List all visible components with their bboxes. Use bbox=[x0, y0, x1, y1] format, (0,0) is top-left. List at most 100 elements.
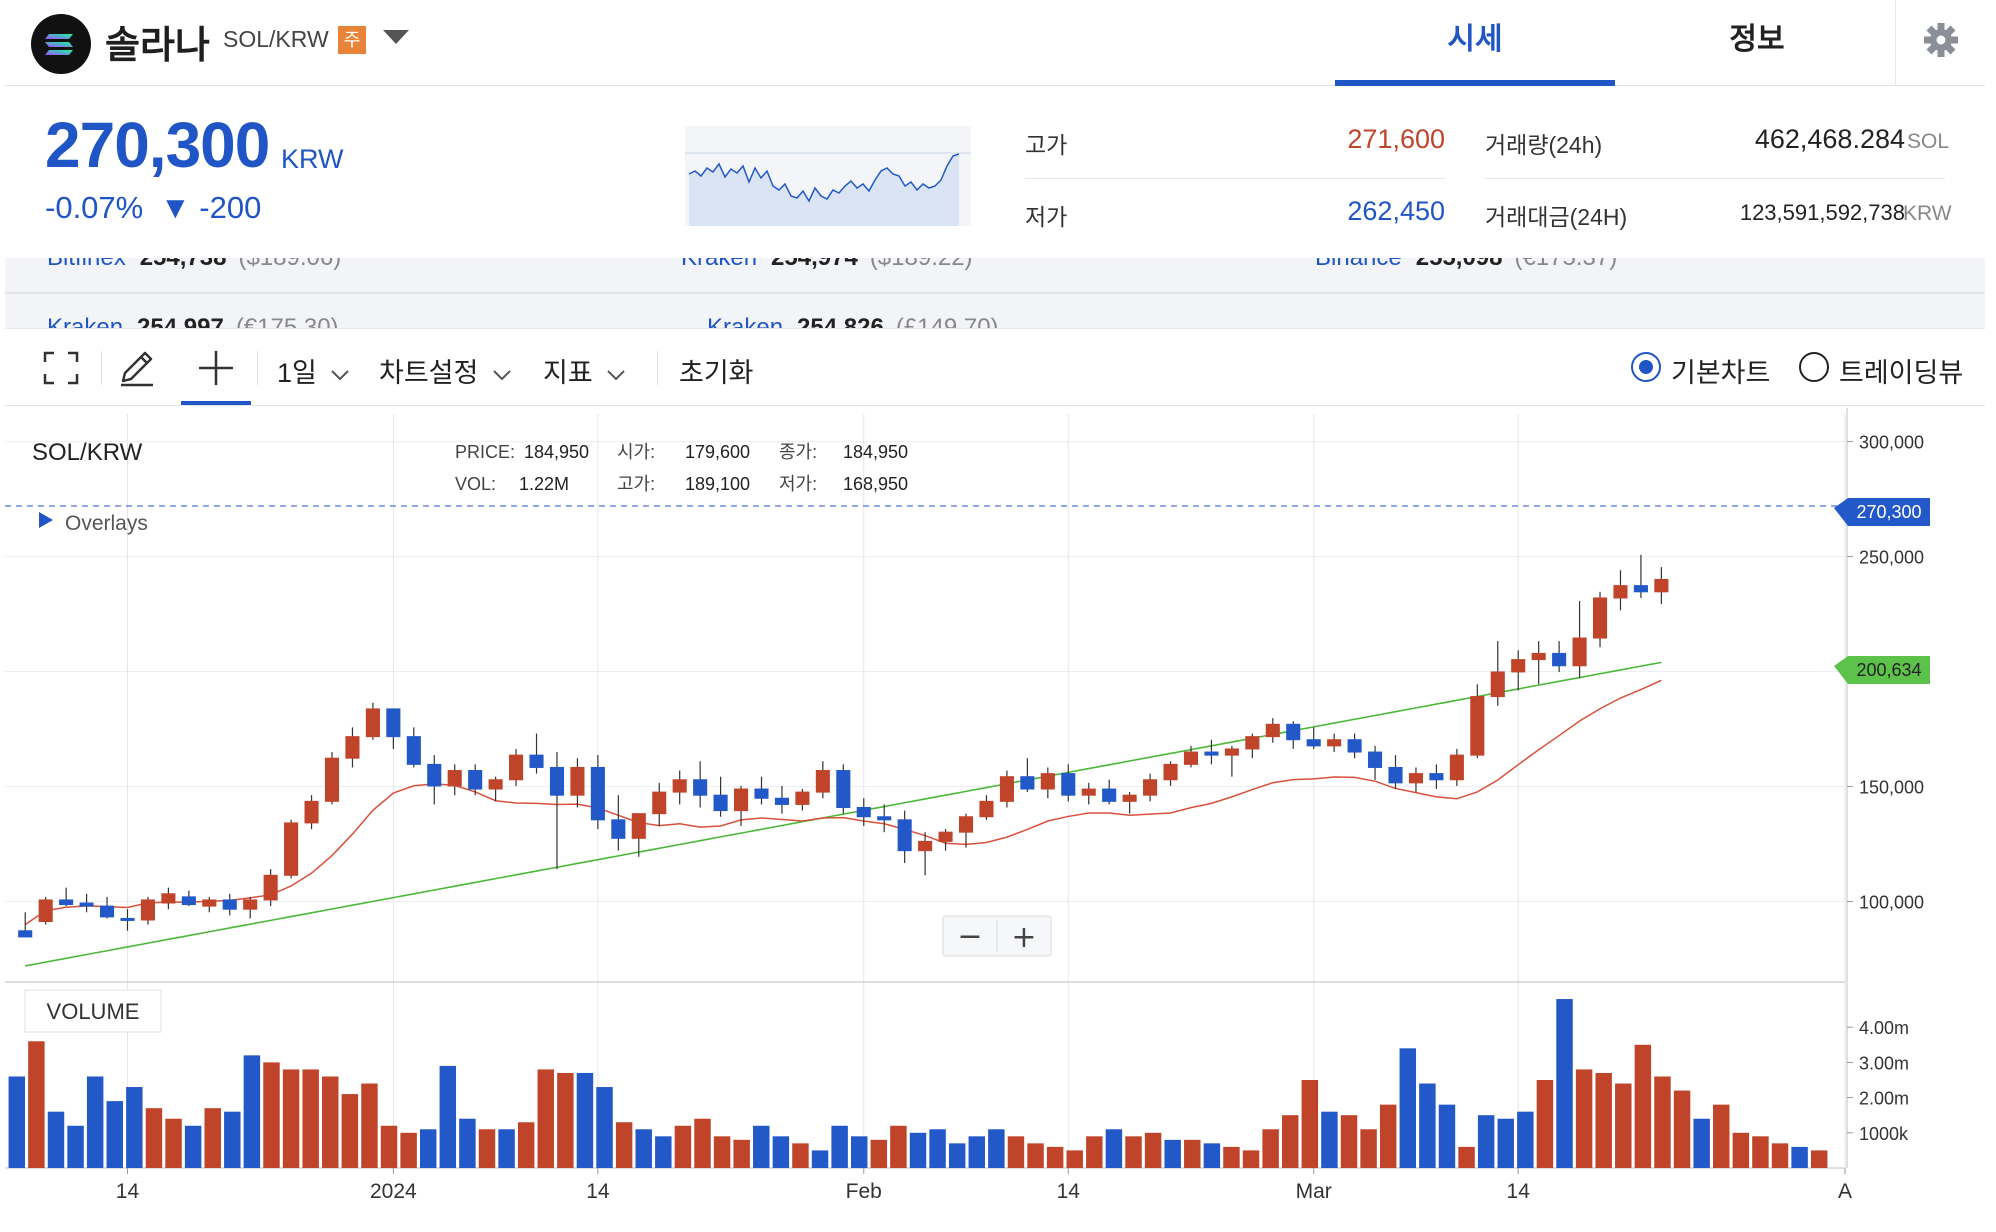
candlestick-chart[interactable]: 300,000 250,000 150,000 100,000 4.00m 3.00m 2.… bbox=[5, 408, 1985, 1232]
candle-body bbox=[1511, 659, 1526, 673]
chart-settings-menu[interactable]: 차트설정 bbox=[379, 351, 512, 390]
candle-body bbox=[1592, 597, 1608, 639]
ma-price-tag: 200,634 bbox=[1834, 656, 1930, 684]
price-tick-label: 300,000 bbox=[1859, 433, 1924, 453]
volume-bar bbox=[1693, 1118, 1710, 1168]
overlays-toggle[interactable]: Overlays bbox=[39, 512, 148, 535]
candle-body bbox=[1470, 696, 1485, 756]
candle-body bbox=[918, 840, 933, 852]
volume-bar bbox=[322, 1076, 339, 1168]
tab-info[interactable]: 정보 bbox=[1729, 23, 1785, 56]
basic-chart-radio[interactable] bbox=[1631, 352, 1661, 382]
volume-bar bbox=[86, 1076, 104, 1168]
play-icon bbox=[39, 512, 53, 528]
fullscreen-button[interactable] bbox=[33, 343, 89, 393]
volume-bar bbox=[1673, 1090, 1691, 1168]
change-rate: -0.07% bbox=[45, 190, 144, 225]
indicators-menu[interactable]: 지표 bbox=[543, 351, 626, 390]
draw-button[interactable] bbox=[109, 343, 165, 393]
time-tick-label: 14 bbox=[1057, 1180, 1081, 1203]
caution-badge: 주 bbox=[338, 26, 366, 54]
crosshair-button[interactable] bbox=[181, 343, 251, 405]
turnover-unit: KRW bbox=[1903, 202, 1952, 225]
overlays-label: Overlays bbox=[65, 512, 148, 535]
candle-body bbox=[713, 794, 728, 812]
ma-price-tag-bg bbox=[1834, 656, 1930, 684]
volume-bar bbox=[674, 1125, 692, 1168]
candle-body bbox=[345, 736, 360, 759]
ma-price-value: 200,634 bbox=[1856, 660, 1921, 680]
volume-bar bbox=[635, 1129, 652, 1168]
exchange-price-strip[interactable]: Bitfinex254,738($189.06) Kraken254,974($… bbox=[5, 258, 1985, 328]
volume-bar bbox=[361, 1083, 378, 1168]
crosshair-icon bbox=[199, 351, 233, 385]
volume-bar bbox=[909, 1132, 927, 1168]
candle-body bbox=[509, 754, 524, 781]
candle-body bbox=[693, 779, 708, 796]
tradingview-radio[interactable] bbox=[1799, 352, 1829, 382]
volume-tick-label: 3.00m bbox=[1859, 1053, 1909, 1073]
turnover-value: 123,591,592,738 bbox=[1739, 200, 1905, 225]
candle-body bbox=[1449, 754, 1464, 781]
candle-body bbox=[652, 791, 667, 815]
candle-body bbox=[754, 788, 769, 799]
volume-bar bbox=[106, 1101, 123, 1168]
volume-bar bbox=[1634, 1044, 1652, 1168]
volume-bar bbox=[968, 1136, 986, 1168]
volume-bar bbox=[850, 1136, 868, 1168]
volume-bar bbox=[1066, 1150, 1083, 1168]
volume-bars bbox=[8, 999, 1828, 1168]
price-chart[interactable]: 300,000 250,000 150,000 100,000 4.00m 3.00m 2.… bbox=[5, 408, 1985, 1232]
candle-body bbox=[1368, 751, 1383, 768]
volume-value: 462,468.284 bbox=[1754, 124, 1905, 154]
coin-name: 솔라나 bbox=[105, 25, 210, 67]
candle-body bbox=[1490, 671, 1505, 698]
exchange-item: Kraken 254,997 (€175.30) bbox=[47, 314, 339, 328]
settings-button[interactable] bbox=[1895, 0, 1985, 86]
zoom-controls: − + bbox=[942, 915, 1052, 957]
volume-bar bbox=[1497, 1118, 1514, 1168]
tradingview-label[interactable]: 트레이딩뷰 bbox=[1839, 358, 1964, 388]
candle-body bbox=[672, 779, 687, 793]
ohlc-info: PRICE: 184,950 시가: 179,600 종가: 184,950 V… bbox=[455, 442, 908, 494]
toolbar-divider bbox=[101, 351, 102, 385]
toolbar-divider bbox=[657, 351, 658, 385]
volume-bar bbox=[1477, 1115, 1495, 1168]
volume-bar bbox=[870, 1139, 888, 1168]
candle-body bbox=[1265, 723, 1280, 738]
candle-body bbox=[734, 788, 749, 812]
volume-bar bbox=[1556, 999, 1573, 1168]
time-tick-label: Mar bbox=[1296, 1180, 1332, 1203]
volume-bar bbox=[1575, 1069, 1593, 1168]
candle-body bbox=[79, 902, 94, 907]
volume-bar bbox=[1184, 1139, 1201, 1168]
chart-symbol: SOL/KRW bbox=[32, 439, 143, 466]
coin-dropdown-icon[interactable] bbox=[383, 30, 409, 44]
candle-body bbox=[161, 893, 176, 904]
long-moving-average-line bbox=[25, 661, 1662, 967]
interval-select[interactable]: 1일 bbox=[277, 351, 350, 390]
reset-button[interactable]: 초기화 bbox=[679, 358, 754, 388]
volume-bar bbox=[596, 1087, 613, 1168]
volume-bar bbox=[1164, 1139, 1181, 1168]
volume-bar bbox=[439, 1065, 457, 1168]
sparkline-area bbox=[689, 154, 959, 226]
volume-bar bbox=[126, 1087, 143, 1168]
candle-body bbox=[1654, 578, 1669, 593]
candle-body bbox=[263, 874, 278, 901]
zoom-in-button[interactable]: + bbox=[1011, 920, 1036, 955]
exchange-item: Kraken 254,826 (£149.70) bbox=[707, 314, 999, 328]
volume-bar bbox=[1340, 1115, 1358, 1168]
zoom-out-button[interactable]: − bbox=[957, 919, 982, 954]
volume-bar bbox=[1125, 1136, 1142, 1168]
strip-divider bbox=[5, 292, 1985, 294]
basic-chart-label[interactable]: 기본차트 bbox=[1671, 358, 1771, 388]
volume-bar bbox=[1007, 1136, 1025, 1168]
candle-body bbox=[1204, 751, 1219, 756]
volume-bar bbox=[1144, 1132, 1162, 1168]
price-tick-label: 250,000 bbox=[1859, 548, 1924, 568]
candle-body bbox=[18, 930, 33, 938]
volume-bar bbox=[459, 1118, 476, 1168]
tab-price[interactable]: 시세 bbox=[1335, 0, 1615, 86]
candle-body bbox=[1408, 773, 1424, 784]
